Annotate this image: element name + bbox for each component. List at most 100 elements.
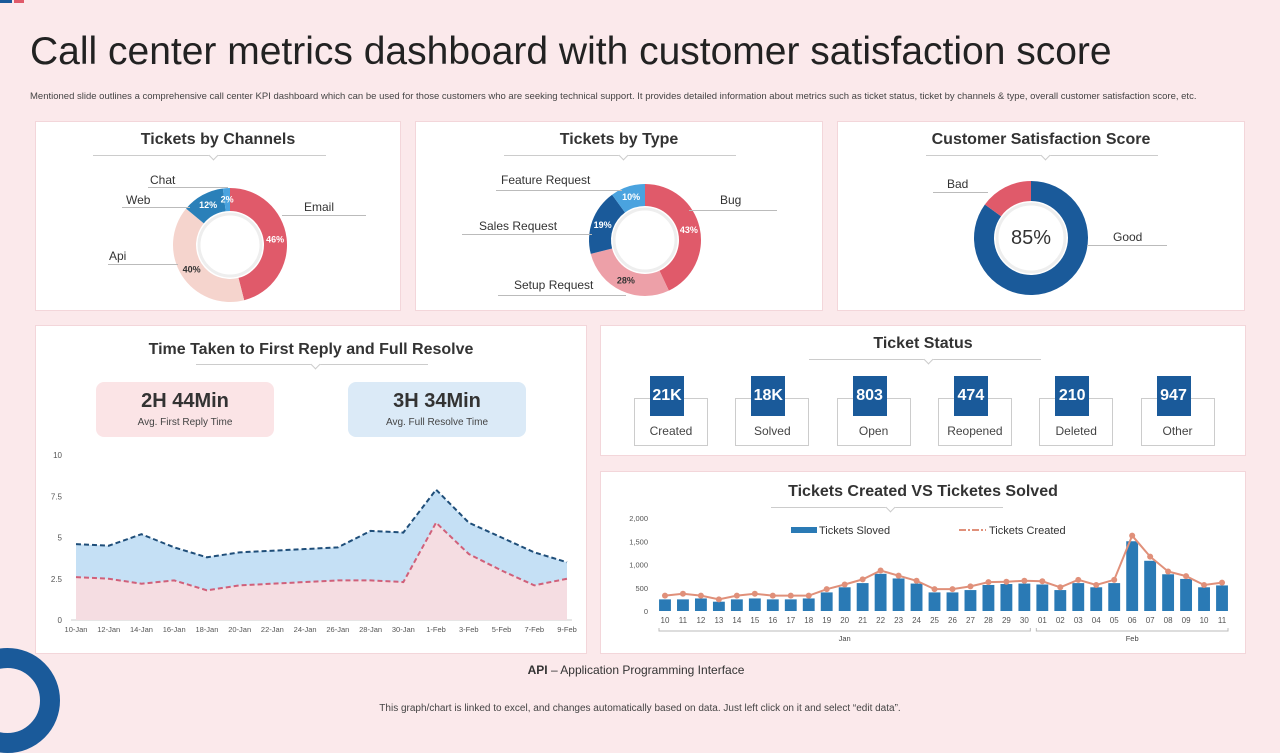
- slice-pct-label: 2%: [221, 195, 234, 205]
- corner-accent-red: [14, 0, 24, 3]
- bar-tickets-solved: [1126, 541, 1139, 611]
- x-tick-label: 17: [786, 616, 795, 625]
- x-tick-label: 24-Jan: [294, 625, 317, 634]
- point-tickets-created: [1075, 576, 1082, 583]
- time-title: Time Taken to First Reply and Full Resol…: [148, 341, 474, 358]
- point-tickets-created: [1039, 578, 1046, 585]
- status-panel: Ticket Status 21K Created 18K Solved 803 Open…: [600, 325, 1246, 456]
- x-tick-label: 04: [1092, 616, 1101, 625]
- point-tickets-created: [931, 586, 938, 593]
- created-vs-solved-panel: Tickets Created VS Ticketes Solved 0 500 1…: [600, 471, 1246, 654]
- point-tickets-created: [877, 567, 884, 574]
- x-tick-label: 10-Jan: [65, 625, 88, 634]
- label-bug: Bug: [720, 193, 742, 207]
- slice-pct-label: 40%: [183, 264, 201, 274]
- point-tickets-created: [841, 581, 848, 588]
- page-description: Mentioned slide outlines a comprehensive…: [30, 91, 1197, 102]
- full-resolve-caption: Avg. Full Resolve Time: [385, 417, 489, 428]
- donut-slice-chat: [222, 188, 230, 212]
- x-tick-label: 09: [1182, 616, 1191, 625]
- status-label: Other: [1162, 424, 1193, 438]
- channels-title: Tickets by Channels: [140, 131, 296, 148]
- point-tickets-created: [895, 572, 902, 579]
- x-tick-label: 16-Jan: [163, 625, 186, 634]
- status-card-deleted: 210 Deleted: [1039, 376, 1114, 446]
- bar-tickets-solved: [820, 592, 833, 611]
- bar-tickets-solved: [892, 578, 905, 611]
- point-tickets-created: [697, 592, 704, 599]
- types-panel: Tickets by Type 43% 28% 19% 10% Feature Req…: [415, 121, 823, 311]
- bar-tickets-solved: [730, 599, 743, 611]
- page-title: Call center metrics dashboard with custo…: [30, 30, 1112, 73]
- x-tick-label: 19: [822, 616, 831, 625]
- point-tickets-created: [859, 576, 866, 583]
- point-tickets-created: [1057, 584, 1064, 591]
- donut-slice-setup-request: [590, 248, 669, 296]
- first-reply-value: 2H 44Min: [141, 390, 229, 412]
- label-web: Web: [126, 193, 151, 207]
- bar-tickets-solved: [1108, 583, 1121, 611]
- bottom-note: This graph/chart is linked to excel, and…: [379, 703, 901, 714]
- csat-center-value: 85%: [1010, 227, 1052, 249]
- x-tick-label: 30: [1020, 616, 1029, 625]
- y-tick-label: 10: [53, 451, 62, 460]
- slice-pct-label: 28%: [617, 276, 635, 286]
- bar-tickets-solved: [712, 601, 725, 611]
- donut-hole: [995, 202, 1067, 274]
- point-tickets-created: [1201, 581, 1208, 588]
- status-label: Reopened: [947, 424, 1003, 438]
- bar-tickets-solved: [748, 598, 761, 611]
- donut-slice-good: [974, 181, 1088, 295]
- created-vs-solved-chart: 0 500 1,000 1,500 2,000 10 11 12 13 14 15 16 17 18 19 2…: [629, 514, 1229, 643]
- point-tickets-created: [1147, 553, 1154, 560]
- group-label: Jan: [839, 634, 851, 643]
- label-email: Email: [304, 200, 335, 214]
- point-tickets-created: [949, 586, 956, 593]
- x-tick-label: 12-Jan: [97, 625, 120, 634]
- bar-tickets-solved: [874, 573, 887, 611]
- slice-pct-label: 10%: [622, 192, 640, 202]
- x-tick-label: 14: [732, 616, 741, 625]
- y-tick-label: 2,000: [629, 514, 648, 523]
- point-tickets-created: [1093, 581, 1100, 588]
- point-tickets-created: [1021, 577, 1028, 584]
- first-reply-card: 2H 44Min Avg. First Reply Time: [96, 382, 274, 437]
- x-tick-label: 05: [1110, 616, 1119, 625]
- y-tick-label: 2.5: [51, 575, 63, 584]
- x-tick-label: 28: [984, 616, 993, 625]
- bar-tickets-solved: [856, 583, 869, 611]
- status-card-created: 21K Created: [634, 376, 708, 446]
- y-tick-label: 0: [644, 607, 648, 616]
- x-tick-label: 23: [894, 616, 903, 625]
- status-label: Created: [649, 424, 693, 438]
- channels-panel: Tickets by Channels 46% 40% 12% 2% Chat Web…: [35, 121, 401, 311]
- point-tickets-created: [1129, 532, 1136, 539]
- status-label: Solved: [753, 424, 791, 438]
- x-tick-label: 03: [1074, 616, 1083, 625]
- x-tick-label: 18: [804, 616, 813, 625]
- label-chat: Chat: [150, 173, 176, 187]
- time-panel: Time Taken to First Reply and Full Resol…: [35, 325, 587, 654]
- slice-pct-label: 43%: [680, 225, 698, 235]
- donut-hole: [612, 207, 678, 273]
- point-tickets-created: [1003, 578, 1010, 585]
- csat-panel: Customer Satisfaction Score 85% Bad Good: [837, 121, 1245, 311]
- x-tick-label: 20: [840, 616, 849, 625]
- x-tick-label: 10: [661, 616, 670, 625]
- created-vs-solved-title: Tickets Created VS Ticketes Solved: [788, 483, 1058, 500]
- footnote-text: – Application Programming Interface: [547, 663, 745, 677]
- bar-tickets-solved: [1036, 584, 1049, 611]
- x-tick-label: 25: [930, 616, 939, 625]
- x-tick-label: 20-Jan: [228, 625, 251, 634]
- x-tick-label: 29: [1002, 616, 1011, 625]
- area-line-1: [75, 521, 568, 592]
- bar-tickets-solved: [1198, 587, 1210, 611]
- donut-slice-email: [230, 188, 288, 301]
- channels-donut: 46% 40% 12% 2%: [173, 188, 288, 302]
- corner-accent: [0, 0, 12, 3]
- x-tick-label: 14-Jan: [130, 625, 153, 634]
- bar-tickets-solved: [964, 590, 977, 611]
- status-value: 18K: [751, 376, 786, 416]
- x-tick-label: 07: [1146, 616, 1155, 625]
- bar-tickets-solved: [1018, 583, 1031, 611]
